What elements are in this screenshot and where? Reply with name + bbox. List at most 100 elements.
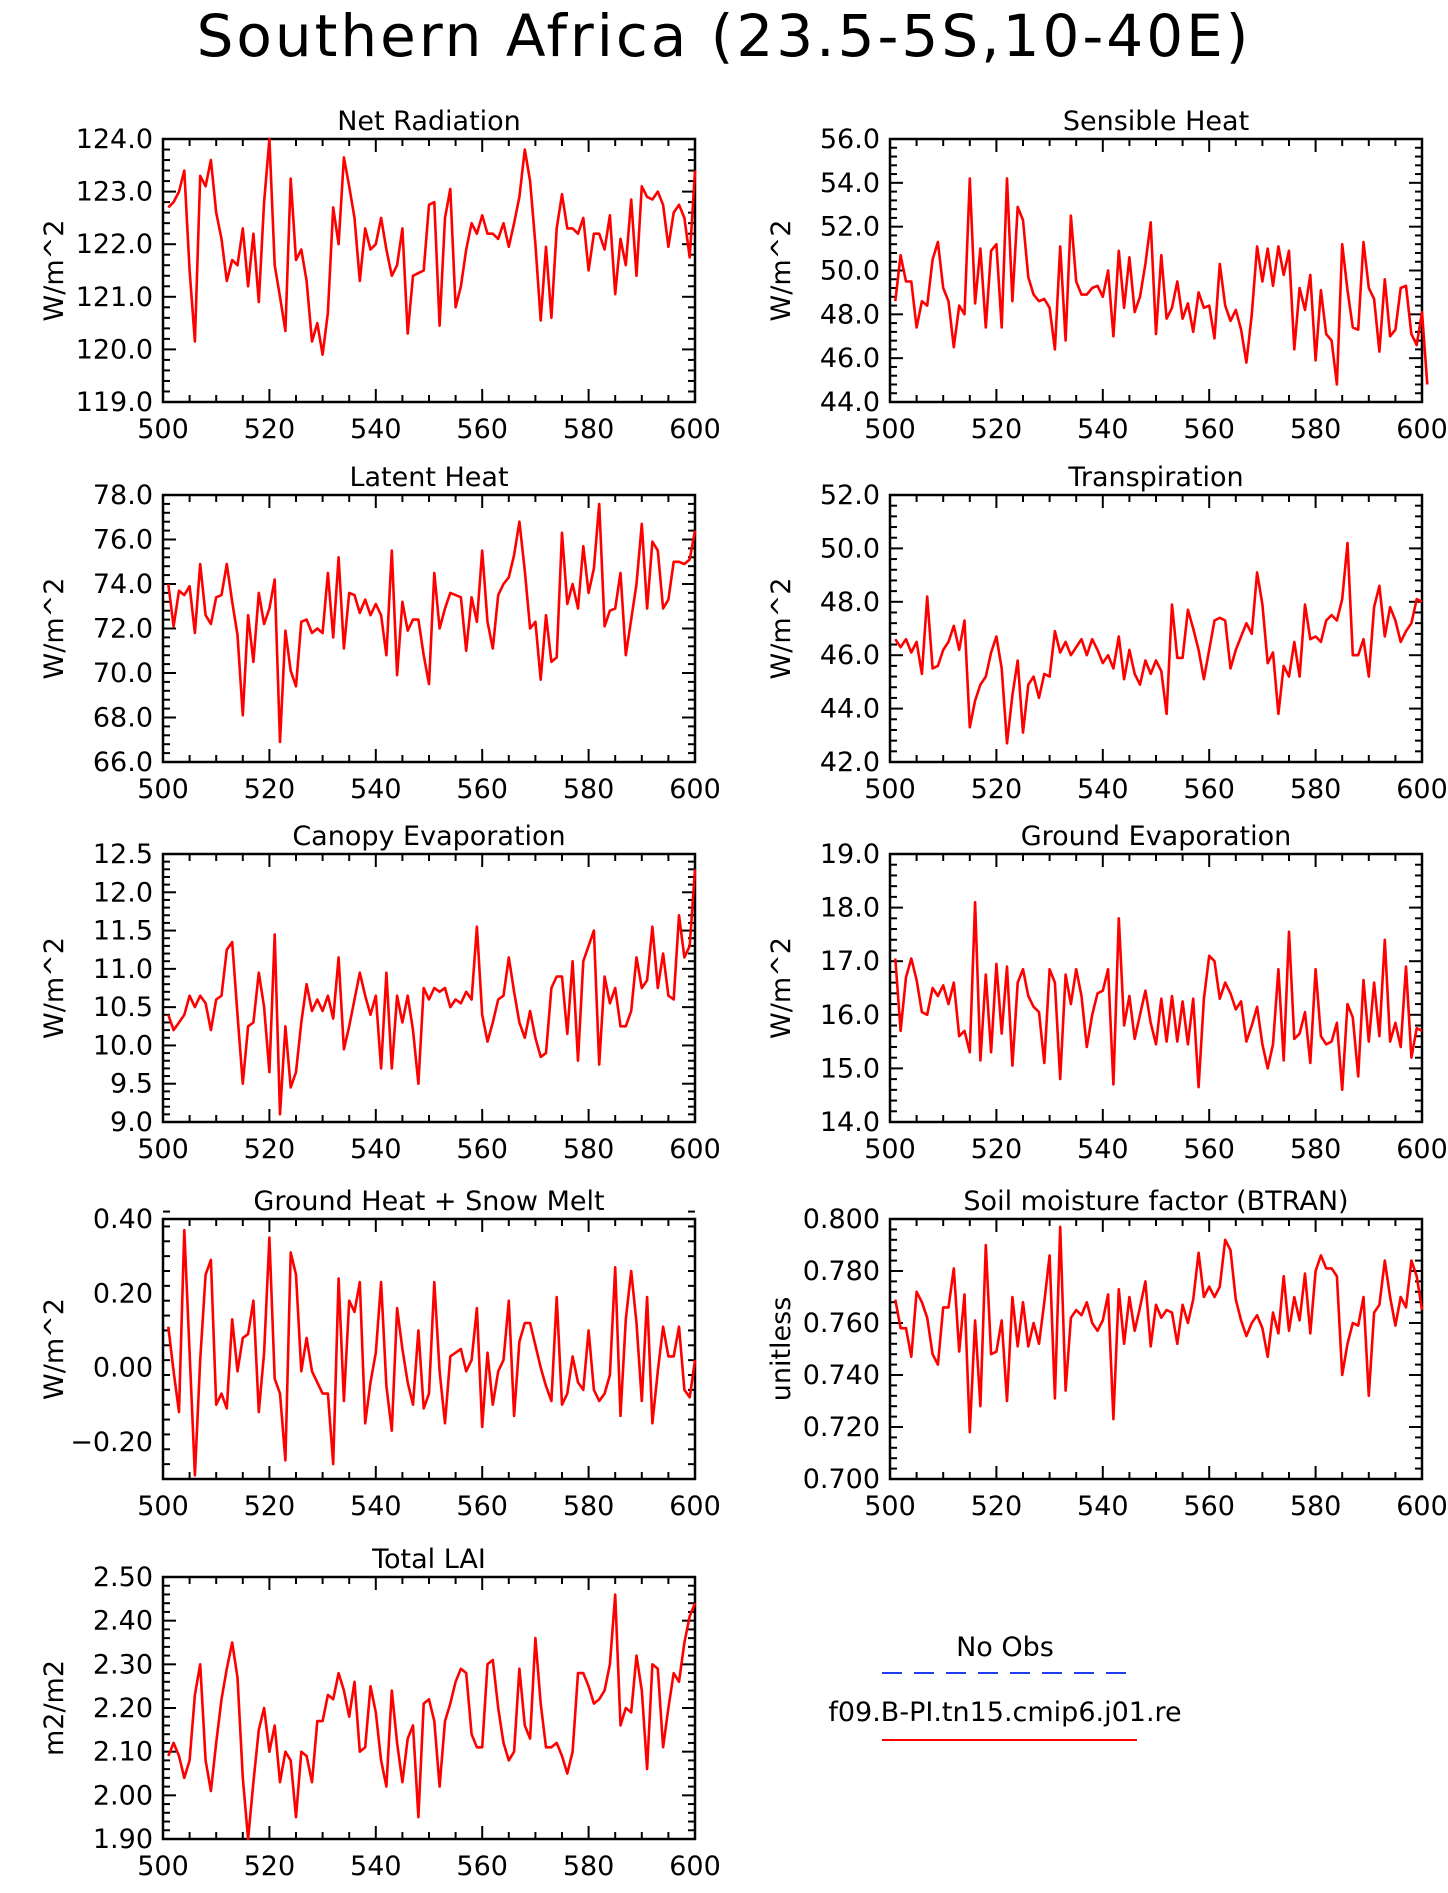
y-tick-label: 68.0 xyxy=(93,703,153,734)
y-tick-label: 11.0 xyxy=(93,954,153,985)
series-line xyxy=(167,502,697,744)
y-tick-label: 78.0 xyxy=(93,480,153,511)
y-axis-label: W/m^2 xyxy=(39,578,70,680)
y-tick-label: 2.00 xyxy=(93,1780,153,1811)
y-tick-label: 9.5 xyxy=(110,1069,153,1100)
y-tick-label: 74.0 xyxy=(93,569,153,600)
x-tick-label: 580 xyxy=(563,1851,615,1882)
panel-title: Ground Heat + Snow Melt xyxy=(253,1186,604,1217)
x-tick-label: 580 xyxy=(1290,414,1342,445)
y-axis-label: unitless xyxy=(766,1297,797,1402)
y-tick-label: 50.0 xyxy=(820,256,880,287)
x-tick-label: 500 xyxy=(137,1851,189,1882)
y-tick-label: 46.0 xyxy=(820,640,880,671)
x-tick-label: 540 xyxy=(350,774,402,805)
y-axis-label: W/m^2 xyxy=(39,220,70,322)
series-line xyxy=(167,1593,697,1841)
x-tick-label: 580 xyxy=(1290,774,1342,805)
x-tick-label: 520 xyxy=(971,1491,1023,1522)
panel-ground-heat-snow-melt: Ground Heat + Snow Melt W/m^2 500 520 540 560… xyxy=(39,1186,721,1522)
y-tick-label: 52.0 xyxy=(820,480,880,511)
y-tick-label: 44.0 xyxy=(820,694,880,725)
y-tick-label: 70.0 xyxy=(93,658,153,689)
panel-title: Ground Evaporation xyxy=(1021,821,1292,852)
y-tick-label: 48.0 xyxy=(820,587,880,618)
x-tick-label: 560 xyxy=(1183,1491,1235,1522)
x-tick-label: 600 xyxy=(669,1134,721,1165)
x-tick-label: 500 xyxy=(864,774,916,805)
x-tick-label: 500 xyxy=(137,1491,189,1522)
x-tick-label: 560 xyxy=(1183,414,1235,445)
x-tick-label: 540 xyxy=(1077,774,1129,805)
x-tick-label: 540 xyxy=(1077,414,1129,445)
panel-title: Total LAI xyxy=(371,1544,486,1575)
x-tick-label: 520 xyxy=(244,1491,296,1522)
x-tick-label: 580 xyxy=(563,1491,615,1522)
y-tick-label: 123.0 xyxy=(76,177,153,208)
panel-title: Transpiration xyxy=(1067,462,1243,493)
x-tick-label: 500 xyxy=(864,1134,916,1165)
y-tick-label: 2.30 xyxy=(93,1649,153,1680)
panel-title: Net Radiation xyxy=(337,106,521,137)
y-tick-label: 2.40 xyxy=(93,1606,153,1637)
panel-net-radiation: Net Radiation W/m^2 500 520 540 560 580 600 119.… xyxy=(39,106,721,445)
series-line xyxy=(894,1225,1424,1434)
x-tick-label: 520 xyxy=(971,774,1023,805)
x-tick-label: 540 xyxy=(350,1851,402,1882)
figure-title: Southern Africa (23.5-5S,10-40E) xyxy=(196,2,1252,70)
series-line xyxy=(167,1228,697,1477)
x-tick-label: 600 xyxy=(1396,1134,1448,1165)
x-tick-label: 600 xyxy=(1396,774,1448,805)
y-axis-label: W/m^2 xyxy=(766,220,797,322)
x-tick-label: 520 xyxy=(244,774,296,805)
y-tick-label: 119.0 xyxy=(76,387,153,418)
y-tick-label: 72.0 xyxy=(93,614,153,645)
x-tick-label: 540 xyxy=(350,1134,402,1165)
x-tick-label: 580 xyxy=(1290,1491,1342,1522)
plot-frame xyxy=(161,137,697,404)
y-tick-label: 0.00 xyxy=(93,1353,153,1384)
y-tick-label: 42.0 xyxy=(820,747,880,778)
y-tick-label: 0.800 xyxy=(803,1204,880,1235)
y-tick-label: 1.90 xyxy=(93,1824,153,1855)
y-tick-label: 9.0 xyxy=(110,1107,153,1138)
x-tick-label: 560 xyxy=(1183,774,1235,805)
x-tick-label: 600 xyxy=(669,1851,721,1882)
x-tick-label: 600 xyxy=(669,414,721,445)
x-tick-label: 600 xyxy=(669,1491,721,1522)
series-line xyxy=(894,541,1423,745)
series-line xyxy=(167,137,697,357)
panel-ground-evaporation: Ground Evaporation W/m^2 500 520 540 560 580 60… xyxy=(766,821,1448,1165)
y-axis-label: W/m^2 xyxy=(766,937,797,1039)
series-line xyxy=(894,900,1423,1092)
y-tick-label: 11.5 xyxy=(93,916,153,947)
y-tick-label: 0.20 xyxy=(93,1278,153,1309)
y-tick-label: 46.0 xyxy=(820,343,880,374)
y-tick-label: 48.0 xyxy=(820,299,880,330)
y-tick-label: 12.5 xyxy=(93,839,153,870)
plot-frame xyxy=(161,493,697,764)
x-tick-label: 500 xyxy=(137,1134,189,1165)
x-tick-label: 520 xyxy=(244,414,296,445)
y-tick-label: 19.0 xyxy=(820,839,880,870)
y-tick-label: 124.0 xyxy=(76,124,153,155)
x-tick-label: 560 xyxy=(456,1134,508,1165)
panel-title: Canopy Evaporation xyxy=(292,821,565,852)
panel-latent-heat: Latent Heat W/m^2 500 520 540 560 580 600 66.0 68… xyxy=(39,462,721,805)
x-tick-label: 520 xyxy=(244,1851,296,1882)
x-tick-label: 520 xyxy=(244,1134,296,1165)
legend-model-label: f09.B-PI.tn15.cmip6.j01.re xyxy=(828,1697,1182,1728)
y-tick-label: 2.20 xyxy=(93,1693,153,1724)
x-tick-label: 520 xyxy=(971,414,1023,445)
panel-title: Latent Heat xyxy=(349,462,508,493)
series-line xyxy=(894,177,1429,386)
y-tick-label: 0.40 xyxy=(93,1204,153,1235)
y-tick-label: −0.20 xyxy=(70,1427,153,1458)
plot-frame xyxy=(888,1217,1424,1481)
y-axis-label: W/m^2 xyxy=(766,578,797,680)
y-tick-label: 14.0 xyxy=(820,1107,880,1138)
y-tick-label: 12.0 xyxy=(93,877,153,908)
x-tick-label: 560 xyxy=(456,1851,508,1882)
y-tick-label: 76.0 xyxy=(93,525,153,556)
panel-title: Sensible Heat xyxy=(1063,106,1249,137)
